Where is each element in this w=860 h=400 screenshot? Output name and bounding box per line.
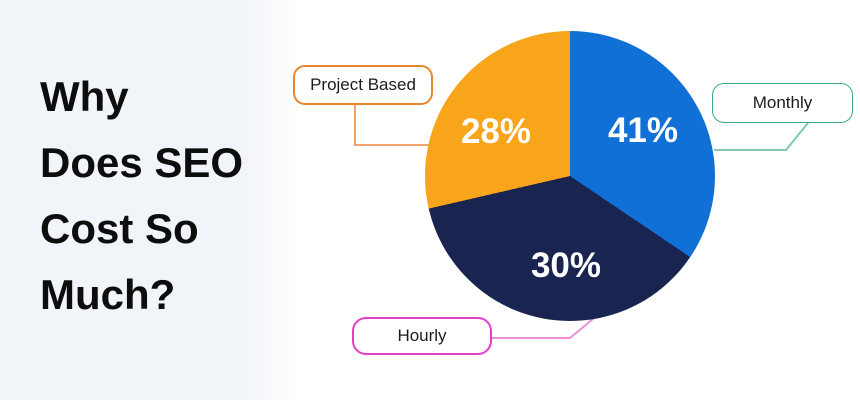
page-title: Why Does SEO Cost So Much? bbox=[40, 73, 244, 318]
hourly-connector-line bbox=[492, 313, 600, 339]
title-panel bbox=[0, 0, 300, 400]
callout-monthly-label: Monthly bbox=[752, 93, 813, 112]
pie-chart bbox=[425, 31, 715, 321]
callout-project-based-label: Project Based bbox=[310, 75, 416, 94]
pie-value-label-hourly: 30% bbox=[530, 246, 602, 285]
callout-project-based: Project Based bbox=[293, 65, 433, 105]
pie-value-label-monthly: 41% bbox=[607, 111, 679, 150]
monthly-connector-line bbox=[714, 122, 809, 151]
pie-value-label-project-based: 28% bbox=[460, 112, 532, 151]
callout-hourly-label: Hourly bbox=[397, 326, 447, 345]
project-based-connector-line bbox=[354, 105, 430, 146]
callout-hourly: Hourly bbox=[352, 317, 492, 355]
callout-monthly: Monthly bbox=[712, 83, 853, 123]
